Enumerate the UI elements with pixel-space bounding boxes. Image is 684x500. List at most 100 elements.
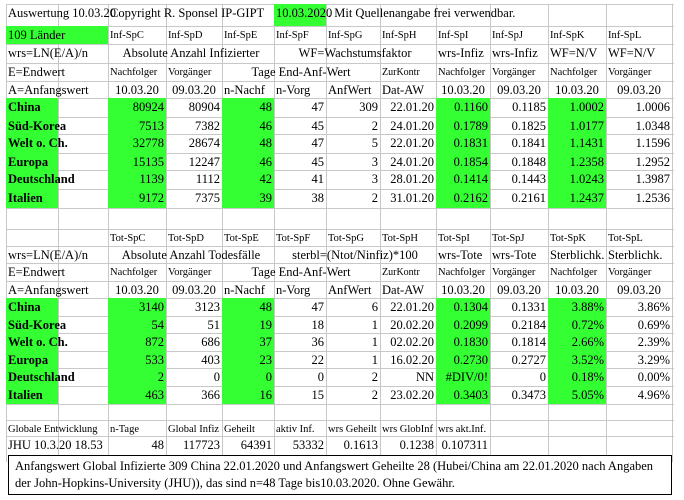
cell-r23-c3[interactable]: Global Infiz xyxy=(168,424,220,435)
cell-r10-c11[interactable]: 1.2536 xyxy=(635,191,670,205)
cell-r23-c2[interactable]: n-Tage xyxy=(110,424,139,435)
cell-r21-c7[interactable]: 23.02.20 xyxy=(390,388,434,402)
cell-r14-c9[interactable]: Vorgänger xyxy=(492,267,536,278)
cell-r21-c3[interactable]: 366 xyxy=(201,388,220,402)
cell-r14-c4[interactable]: Tage End-Anf-Wert xyxy=(251,265,351,279)
cell-r14-c10[interactable]: Nachfolger xyxy=(550,267,598,278)
cell-r9-c3[interactable]: 1112 xyxy=(195,172,220,186)
cell-r14-c2[interactable]: Nachfolger xyxy=(110,267,158,278)
cell-r2-c2[interactable]: Absolute Anzahl Infizierter xyxy=(122,46,260,60)
cell-r3-c10[interactable]: Nachfolger xyxy=(550,67,598,78)
cell-r13-c10[interactable]: Sterblichk. xyxy=(550,248,605,262)
cell-r6-c10[interactable]: 1.0177 xyxy=(548,117,606,134)
cell-r5-c0[interactable]: China xyxy=(6,98,58,117)
cell-r24-c3[interactable]: 117723 xyxy=(182,438,220,452)
cell-r17-c11[interactable]: 0.69% xyxy=(637,318,670,332)
cell-r20-c7[interactable]: NN xyxy=(415,370,434,384)
cell-r6-c5[interactable]: 45 xyxy=(311,119,325,133)
cell-r16-c5[interactable]: 47 xyxy=(311,300,325,314)
cell-r9-c11[interactable]: 1.3987 xyxy=(635,172,670,186)
cell-r16-c3[interactable]: 3123 xyxy=(195,300,220,314)
cell-r6-c11[interactable]: 1.0348 xyxy=(635,119,670,133)
cell-r16-c9[interactable]: 0.1331 xyxy=(511,300,546,314)
cell-r3-c3[interactable]: Vorgänger xyxy=(168,67,212,78)
cell-r10-c7[interactable]: 31.01.20 xyxy=(390,191,434,205)
cell-r7-c5[interactable]: 47 xyxy=(311,136,325,150)
cell-r23-c6[interactable]: wrs Geheilt xyxy=(328,424,377,435)
cell-r3-c2[interactable]: Nachfolger xyxy=(110,67,158,78)
cell-r4-c9[interactable]: 09.03.20 xyxy=(497,83,541,97)
cell-r12-c10[interactable]: Tot-SpK xyxy=(550,233,587,244)
cell-r14-c8[interactable]: Nachfolger xyxy=(438,267,486,278)
cell-r4-c2[interactable]: 10.03.20 xyxy=(115,83,159,97)
cell-r16-c8[interactable]: 0.1304 xyxy=(436,298,490,316)
cell-r14-c7[interactable]: ZurKontr xyxy=(382,267,420,278)
cell-r3-c0[interactable]: E=Endwert xyxy=(8,65,66,79)
cell-r4-c0[interactable]: A=Anfangswert xyxy=(8,83,89,97)
cell-r2-c11[interactable]: WF=N/V xyxy=(608,46,656,60)
cell-r21-c10[interactable]: 5.05% xyxy=(548,386,606,404)
cell-r18-c9[interactable]: 0.1814 xyxy=(511,335,546,349)
cell-r9-c9[interactable]: 0.1443 xyxy=(511,172,546,186)
cell-r10-c4[interactable]: 39 xyxy=(222,189,274,208)
cell-r17-c3[interactable]: 51 xyxy=(207,318,221,332)
cell-r23-c7[interactable]: wrs GlobInf xyxy=(382,424,434,435)
cell-r17-c0[interactable]: Süd-Korea xyxy=(6,316,67,333)
cell-r14-c11[interactable]: Vorgänger xyxy=(608,267,652,278)
cell-r4-c11[interactable]: 09.03.20 xyxy=(617,83,661,97)
cell-r17-c9[interactable]: 0.2184 xyxy=(511,318,546,332)
cell-r15-c2[interactable]: 10.03.20 xyxy=(115,283,159,297)
cell-r8-c11[interactable]: 1.2952 xyxy=(635,155,670,169)
cell-r3-c7[interactable]: ZurKontr xyxy=(382,67,420,78)
cell-r4-c7[interactable]: Dat-AW xyxy=(382,83,425,97)
cell-r18-c8[interactable]: 0.1830 xyxy=(436,333,490,351)
cell-r20-c9[interactable]: 0 xyxy=(539,370,546,384)
cell-r17-c4[interactable]: 19 xyxy=(222,316,274,333)
cell-r6-c9[interactable]: 0.1825 xyxy=(511,119,546,133)
cell-r8-c9[interactable]: 0.1848 xyxy=(511,155,546,169)
cell-r0-c6[interactable]: . Mit Quellenangabe frei verwendbar. xyxy=(328,6,516,20)
cell-r0-c0[interactable]: Auswertung 10.03.20 xyxy=(8,6,116,20)
cell-r19-c11[interactable]: 3.29% xyxy=(637,353,670,367)
cell-r18-c10[interactable]: 2.66% xyxy=(548,333,606,351)
cell-r0-c2[interactable]: Copyright R. Sponsel IP-GIPT xyxy=(110,6,265,20)
cell-r6-c0[interactable]: Süd-Korea xyxy=(6,117,67,134)
cell-r18-c4[interactable]: 37 xyxy=(222,333,274,351)
cell-r1-c5[interactable]: Inf-SpF xyxy=(276,30,309,41)
cell-r10-c5[interactable]: 38 xyxy=(311,191,325,205)
cell-r9-c10[interactable]: 1.0243 xyxy=(548,170,606,189)
cell-r6-c4[interactable]: 46 xyxy=(222,117,274,134)
cell-r13-c2[interactable]: Absolute Anzahl Todesfälle xyxy=(121,248,261,262)
cell-r10-c2[interactable]: 9172 xyxy=(108,189,166,208)
cell-r10-c6[interactable]: 2 xyxy=(371,191,378,205)
cell-r13-c11[interactable]: Sterblichk. xyxy=(608,248,663,262)
cell-r7-c0[interactable]: Welt o. Ch. xyxy=(6,134,68,153)
cell-r2-c5[interactable]: WF=Wachstumsfaktor xyxy=(298,46,412,60)
cell-r7-c11[interactable]: 1.1596 xyxy=(635,136,670,150)
cell-r23-c8[interactable]: wrs akt.Inf. xyxy=(438,424,487,435)
cell-r19-c5[interactable]: 22 xyxy=(311,353,325,367)
cell-r5-c8[interactable]: 0.1160 xyxy=(436,98,490,117)
cell-r19-c3[interactable]: 403 xyxy=(201,353,220,367)
cell-r1-c10[interactable]: Inf-SpK xyxy=(550,30,585,41)
cell-r9-c4[interactable]: 42 xyxy=(222,170,274,189)
cell-r10-c10[interactable]: 1.2437 xyxy=(548,189,606,208)
cell-r5-c2[interactable]: 80924 xyxy=(108,98,166,117)
cell-r24-c8[interactable]: 0.107311 xyxy=(441,438,488,452)
cell-r9-c8[interactable]: 0.1414 xyxy=(436,170,490,189)
cell-r8-c4[interactable]: 46 xyxy=(222,153,274,170)
cell-r1-c11[interactable]: Inf-SpL xyxy=(608,30,642,41)
cell-r21-c8[interactable]: 0.3403 xyxy=(436,386,490,404)
cell-r5-c3[interactable]: 80904 xyxy=(188,100,220,114)
cell-r5-c10[interactable]: 1.0002 xyxy=(548,98,606,117)
cell-r19-c2[interactable]: 533 xyxy=(108,351,166,368)
cell-r1-c4[interactable]: Inf-SpE xyxy=(224,30,258,41)
cell-r8-c6[interactable]: 3 xyxy=(371,155,378,169)
cell-r3-c4[interactable]: Tage End-Anf-Wert xyxy=(251,65,351,79)
cell-r20-c11[interactable]: 0.00% xyxy=(637,370,670,384)
cell-r15-c9[interactable]: 09.03.20 xyxy=(497,283,541,297)
cell-r2-c0[interactable]: wrs=LN(E/A)/n xyxy=(8,46,88,60)
cell-r8-c2[interactable]: 15135 xyxy=(108,153,166,170)
cell-r19-c9[interactable]: 0.2727 xyxy=(511,353,546,367)
cell-r16-c0[interactable]: China xyxy=(6,298,58,316)
